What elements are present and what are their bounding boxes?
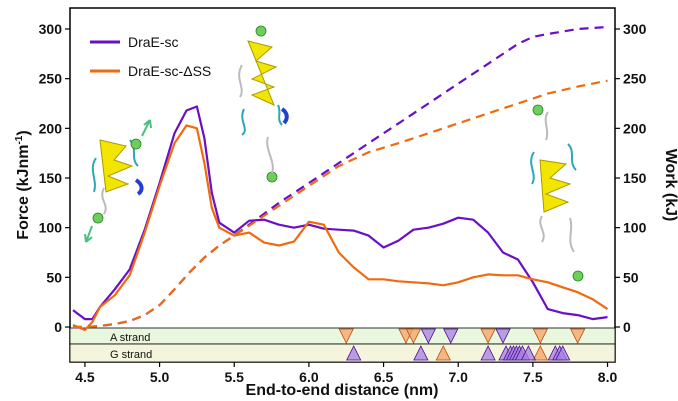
- y-axis-right-ticks: 0 50 100 150 200 250 300: [615, 21, 647, 335]
- orange-strand-marker: [435, 345, 451, 361]
- y-left-tick-label: 0: [54, 319, 62, 335]
- series-line-2: [73, 25, 608, 329]
- orange-strand-marker: [405, 328, 422, 344]
- purple-strand-marker: [495, 328, 511, 344]
- y-left-tick-label: 100: [39, 220, 63, 236]
- x-axis-title: End-to-end distance (nm): [246, 382, 439, 399]
- purple-strand-marker: [443, 328, 459, 344]
- y-axis-left-ticks: 0 50 100 150 200 250 300: [39, 21, 70, 335]
- series-line-1: [72, 124, 609, 332]
- y-right-tick-label: 0: [623, 319, 631, 335]
- series-line-3: [73, 79, 608, 329]
- orange-strand-marker: [570, 328, 586, 344]
- y-axis-left-title-main: Force (kJnm: [15, 145, 32, 240]
- purple-strand-marker: [555, 345, 571, 361]
- strand-label-g: G strand: [110, 349, 152, 361]
- legend-label-drae-sc: DraE-sc: [128, 34, 179, 50]
- y-right-tick-label: 150: [623, 170, 647, 186]
- y-axis-right-title: Work (kJ): [662, 149, 678, 222]
- strand-band-g: [69, 343, 616, 363]
- x-tick-label: 7.5: [523, 369, 543, 385]
- series-line-0: [72, 105, 608, 321]
- orange-strand-marker: [338, 328, 354, 344]
- protein-structure-right: [530, 104, 584, 282]
- orange-strand-marker: [532, 345, 548, 361]
- x-tick-label: 6.0: [299, 369, 319, 385]
- x-tick-label: 6.5: [374, 369, 394, 385]
- strand-markers: [338, 328, 586, 361]
- y-left-tick-label: 200: [39, 120, 63, 136]
- strand-label-a: A strand: [110, 332, 150, 344]
- legend-label-drae-sc-dss: DraE-sc-ΔSS: [128, 63, 211, 79]
- purple-strand-marker: [520, 345, 537, 361]
- y-right-tick-label: 100: [623, 220, 647, 236]
- protein-structure-middle: [238, 25, 289, 183]
- plot-frame: [69, 7, 616, 363]
- y-axis-left-title-sup: -1: [14, 135, 25, 144]
- y-right-tick-label: 200: [623, 120, 647, 136]
- y-right-tick-label: 250: [623, 71, 647, 87]
- x-tick-label: 5.0: [150, 369, 170, 385]
- y-right-tick-label: 50: [623, 269, 639, 285]
- x-axis-ticks: 4.5 5.0 5.5 6.0 6.5 7.0 7.5 8.0: [75, 362, 617, 385]
- purple-strand-marker: [420, 328, 437, 344]
- y-right-tick-label: 300: [623, 21, 647, 37]
- protein-structure-left: [84, 119, 152, 243]
- y-axis-left-title: Force (kJnm-1): [14, 130, 32, 239]
- y-axis-left-title-end: ): [15, 130, 32, 135]
- purple-strand-marker: [413, 345, 429, 361]
- orange-strand-marker: [532, 328, 548, 344]
- series-lines: [72, 25, 609, 332]
- x-tick-label: 7.0: [448, 369, 468, 385]
- y-left-tick-label: 50: [46, 269, 62, 285]
- y-left-tick-label: 300: [39, 21, 63, 37]
- legend: DraE-sc DraE-sc-ΔSS: [90, 34, 211, 79]
- purple-strand-marker: [346, 345, 362, 361]
- x-tick-label: 5.5: [225, 369, 245, 385]
- x-tick-label: 4.5: [75, 369, 95, 385]
- y-left-tick-label: 250: [39, 71, 63, 87]
- purple-strand-marker: [480, 345, 496, 361]
- orange-strand-marker: [480, 328, 496, 344]
- y-left-tick-label: 150: [39, 170, 63, 186]
- x-tick-label: 8.0: [598, 369, 618, 385]
